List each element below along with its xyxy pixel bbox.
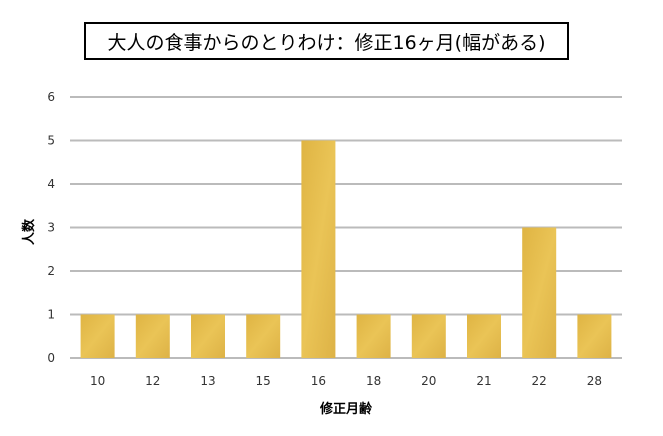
bar bbox=[301, 140, 336, 358]
y-tick-label: 6 bbox=[47, 90, 55, 104]
x-tick-label: 16 bbox=[311, 374, 326, 388]
bar bbox=[356, 314, 391, 358]
bar bbox=[135, 314, 170, 358]
y-tick-label: 4 bbox=[47, 177, 55, 191]
x-tick-label: 18 bbox=[366, 374, 381, 388]
x-tick-label: 12 bbox=[145, 374, 160, 388]
x-axis-label: 修正月齢 bbox=[319, 401, 373, 417]
bar bbox=[411, 314, 446, 358]
y-tick-label: 2 bbox=[47, 264, 55, 278]
bar bbox=[191, 314, 225, 358]
y-axis-label: 人数 bbox=[21, 218, 37, 245]
x-tick-label: 22 bbox=[532, 374, 547, 388]
y-tick-label: 5 bbox=[47, 134, 55, 148]
bar bbox=[246, 314, 281, 358]
bar bbox=[577, 314, 612, 358]
bar bbox=[80, 314, 115, 358]
x-tick-label: 13 bbox=[200, 374, 215, 388]
y-tick-label: 0 bbox=[47, 351, 55, 365]
x-tick-label: 20 bbox=[421, 374, 436, 388]
x-tick-label: 15 bbox=[256, 374, 271, 388]
bar bbox=[522, 227, 557, 358]
x-tick-label: 28 bbox=[587, 374, 602, 388]
y-tick-label: 3 bbox=[47, 221, 55, 235]
x-tick-label: 10 bbox=[90, 374, 105, 388]
y-tick-label: 1 bbox=[47, 308, 55, 322]
bar bbox=[467, 314, 501, 358]
chart-title: 大人の食事からのとりわけ：修正16ヶ月(幅がある) bbox=[84, 22, 569, 60]
chart-title-text: 大人の食事からのとりわけ：修正16ヶ月(幅がある) bbox=[107, 31, 546, 54]
x-tick-label: 21 bbox=[476, 374, 491, 388]
